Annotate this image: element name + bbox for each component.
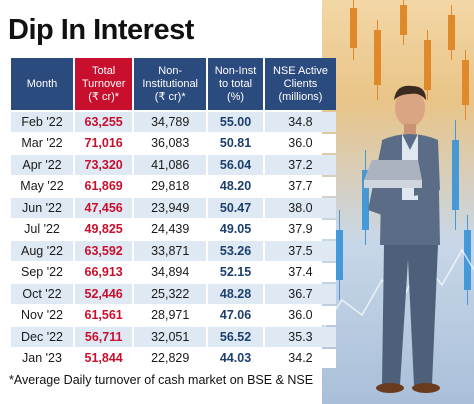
month-cell: Jul '22 — [11, 219, 73, 239]
total-turnover-cell: 63,255 — [75, 112, 133, 132]
table-row: Dec '22 56,711 32,051 56.52 35.3 — [11, 327, 336, 347]
total-turnover-cell: 56,711 — [75, 327, 133, 347]
header-month: Month — [11, 58, 73, 110]
clients-cell: 37.4 — [264, 262, 336, 282]
non-inst-pct-cell: 49.05 — [208, 219, 263, 239]
total-turnover-cell: 61,869 — [75, 176, 133, 196]
non-institutional-cell: 41,086 — [134, 155, 207, 175]
header-total-turnover: Total Turnover (₹ cr)* — [75, 58, 133, 110]
non-inst-pct-cell: 56.52 — [208, 327, 263, 347]
month-cell: Mar '22 — [11, 133, 73, 153]
table-row: Sep '22 66,913 34,894 52.15 37.4 — [11, 262, 336, 282]
clients-cell: 36.0 — [264, 305, 336, 325]
table-row: Oct '22 52,446 25,322 48.28 36.7 — [11, 284, 336, 304]
clients-cell: 34.2 — [264, 348, 336, 368]
clients-cell: 35.3 — [264, 327, 336, 347]
non-inst-pct-cell: 44.03 — [208, 348, 263, 368]
clients-cell: 38.0 — [264, 198, 336, 218]
table-row: Nov '22 61,561 28,971 47.06 36.0 — [11, 305, 336, 325]
clients-cell: 36.7 — [264, 284, 336, 304]
table-row: Jul '22 49,825 24,439 49.05 37.9 — [11, 219, 336, 239]
non-inst-pct-cell: 56.04 — [208, 155, 263, 175]
month-cell: Nov '22 — [11, 305, 73, 325]
clients-cell: 37.7 — [264, 176, 336, 196]
table-row: Feb '22 63,255 34,789 55.00 34.8 — [11, 112, 336, 132]
table-row: Aug '22 63,592 33,871 53.26 37.5 — [11, 241, 336, 261]
total-turnover-cell: 63,592 — [75, 241, 133, 261]
clients-cell: 37.2 — [264, 155, 336, 175]
header-nse-active-clients: NSE Active Clients (millions) — [264, 58, 336, 110]
non-institutional-cell: 36,083 — [134, 133, 207, 153]
stock-chart-background-image — [322, 0, 474, 404]
non-institutional-cell: 32,051 — [134, 327, 207, 347]
table-row: Jun '22 47,456 23,949 50.47 38.0 — [11, 198, 336, 218]
turnover-table: Month Total Turnover (₹ cr)* Non- Instit… — [9, 56, 338, 370]
total-turnover-cell: 52,446 — [75, 284, 133, 304]
non-institutional-cell: 29,818 — [134, 176, 207, 196]
non-institutional-cell: 34,894 — [134, 262, 207, 282]
footnote: *Average Daily turnover of cash market o… — [9, 373, 318, 387]
month-cell: May '22 — [11, 176, 73, 196]
clients-cell: 37.9 — [264, 219, 336, 239]
clients-cell: 36.0 — [264, 133, 336, 153]
table-row: May '22 61,869 29,818 48.20 37.7 — [11, 176, 336, 196]
total-turnover-cell: 61,561 — [75, 305, 133, 325]
non-institutional-cell: 23,949 — [134, 198, 207, 218]
month-cell: Sep '22 — [11, 262, 73, 282]
total-turnover-cell: 71,016 — [75, 133, 133, 153]
non-institutional-cell: 34,789 — [134, 112, 207, 132]
clients-cell: 34.8 — [264, 112, 336, 132]
total-turnover-cell: 49,825 — [75, 219, 133, 239]
non-institutional-cell: 22,829 — [134, 348, 207, 368]
non-inst-pct-cell: 50.81 — [208, 133, 263, 153]
month-cell: Dec '22 — [11, 327, 73, 347]
table-row: Jan '23 51,844 22,829 44.03 34.2 — [11, 348, 336, 368]
total-turnover-cell: 66,913 — [75, 262, 133, 282]
header-non-institutional: Non- Institutional (₹ cr)* — [134, 58, 207, 110]
clients-cell: 37.5 — [264, 241, 336, 261]
non-institutional-cell: 25,322 — [134, 284, 207, 304]
non-inst-pct-cell: 48.20 — [208, 176, 263, 196]
header-non-inst-to-total: Non-Inst to total (%) — [208, 58, 263, 110]
month-cell: Oct '22 — [11, 284, 73, 304]
non-institutional-cell: 33,871 — [134, 241, 207, 261]
month-cell: Apr '22 — [11, 155, 73, 175]
candlestick-graphic — [322, 0, 474, 393]
table-row: Apr '22 73,320 41,086 56.04 37.2 — [11, 155, 336, 175]
total-turnover-cell: 73,320 — [75, 155, 133, 175]
non-inst-pct-cell: 48.28 — [208, 284, 263, 304]
non-inst-pct-cell: 53.26 — [208, 241, 263, 261]
page-title: Dip In Interest — [8, 14, 194, 46]
non-institutional-cell: 24,439 — [134, 219, 207, 239]
month-cell: Jun '22 — [11, 198, 73, 218]
total-turnover-cell: 51,844 — [75, 348, 133, 368]
table-row: Mar '22 71,016 36,083 50.81 36.0 — [11, 133, 336, 153]
month-cell: Jan '23 — [11, 348, 73, 368]
month-cell: Feb '22 — [11, 112, 73, 132]
month-cell: Aug '22 — [11, 241, 73, 261]
non-inst-pct-cell: 55.00 — [208, 112, 263, 132]
non-inst-pct-cell: 47.06 — [208, 305, 263, 325]
table-header-row: Month Total Turnover (₹ cr)* Non- Instit… — [11, 58, 336, 110]
non-inst-pct-cell: 52.15 — [208, 262, 263, 282]
non-institutional-cell: 28,971 — [134, 305, 207, 325]
businessman-figure — [364, 85, 440, 393]
total-turnover-cell: 47,456 — [75, 198, 133, 218]
non-inst-pct-cell: 50.47 — [208, 198, 263, 218]
